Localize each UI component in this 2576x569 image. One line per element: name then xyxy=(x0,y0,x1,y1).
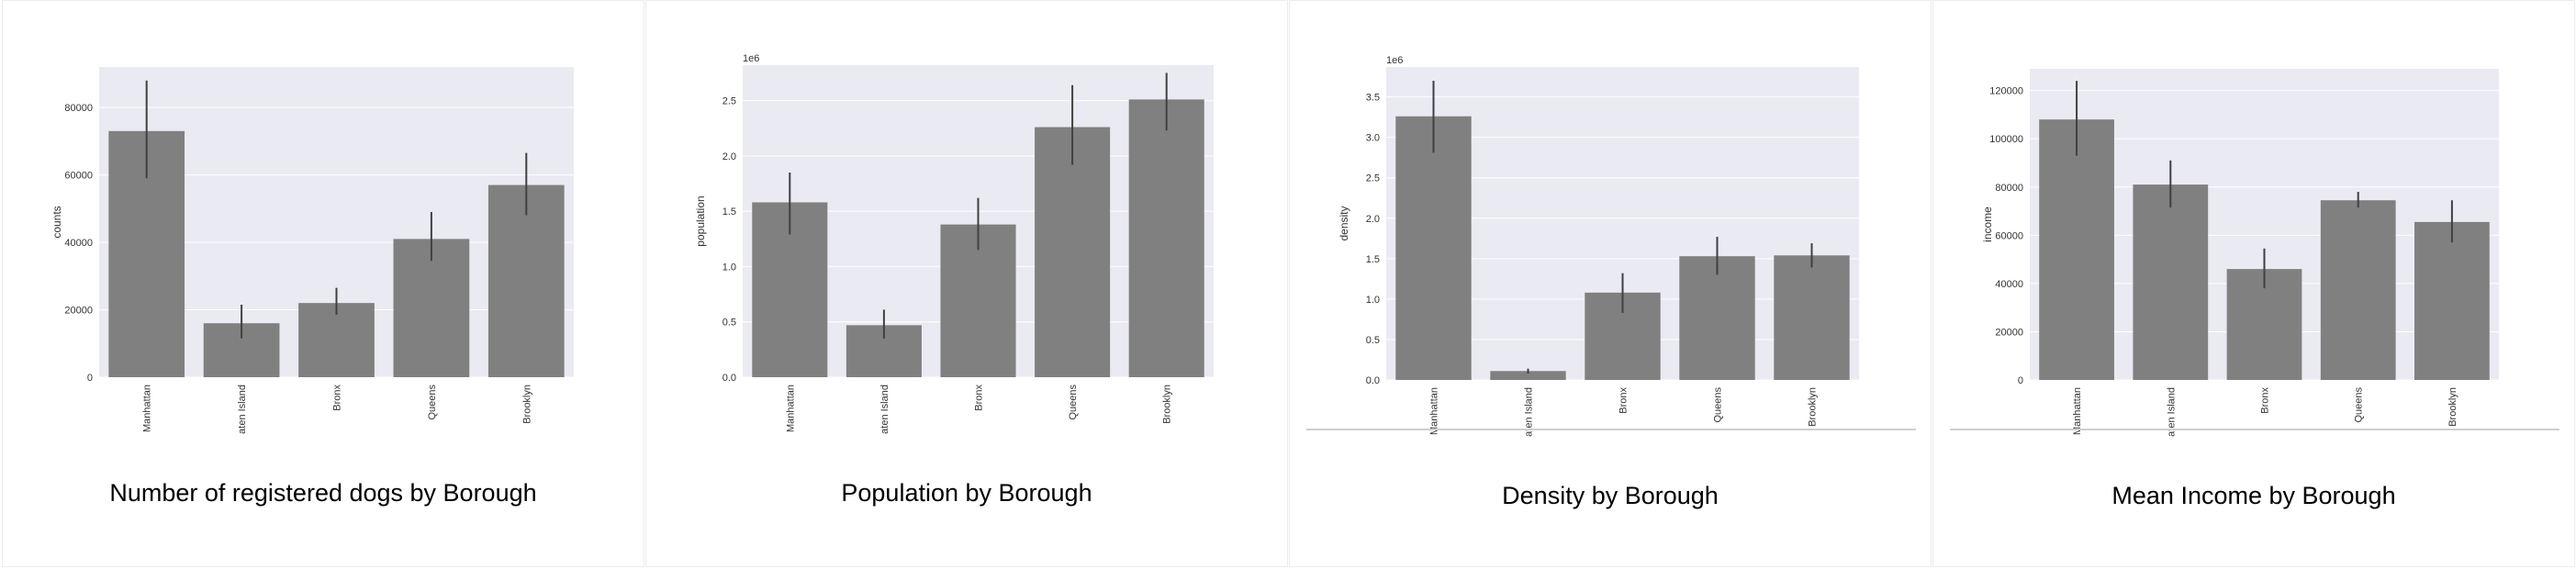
x-tick-label: Manhattan xyxy=(142,385,153,432)
x-tick-label: aten Island xyxy=(1524,387,1535,437)
y-tick-label: 0 xyxy=(2018,375,2023,386)
x-tick-label: Brooklyn xyxy=(1808,387,1819,427)
x-tick-label: Brooklyn xyxy=(521,385,532,424)
dogs-chart-panel: 0 20000 40000 60000 80000 Manhattan aten Islan… xyxy=(2,0,644,567)
y-tick-label: 0.0 xyxy=(722,373,736,384)
chart-title: Density by Borough xyxy=(1502,482,1719,509)
y-tick-label: 80000 xyxy=(1995,183,2023,194)
y-tick-label: 80000 xyxy=(64,103,93,114)
y-tick-label: 2.5 xyxy=(722,96,736,107)
y-scale-exponent: 1e6 xyxy=(1386,55,1403,66)
y-tick-label: 0.5 xyxy=(1366,335,1380,346)
bar-queens xyxy=(393,239,470,377)
y-tick-label: 100000 xyxy=(1989,134,2023,145)
bar-queens xyxy=(1035,127,1111,377)
x-tick-label: Brooklyn xyxy=(1162,385,1173,424)
bar-manhattan xyxy=(1395,116,1472,380)
bar-queens xyxy=(2320,200,2396,380)
y-tick-label: 20000 xyxy=(1995,327,2023,338)
chart-title: Population by Borough xyxy=(841,479,1092,507)
x-tick-label: Brooklyn xyxy=(2447,387,2458,427)
density-bar-chart: 0.0 0.5 1.0 1.5 2.0 2.5 3.0 3.5 Manhattan aten Is… xyxy=(1306,55,1916,437)
dogs-bar-chart: 0 20000 40000 60000 80000 Manhattan aten Islan… xyxy=(50,67,574,434)
y-tick-label: 3.0 xyxy=(1366,133,1380,144)
x-tick-label: Queens xyxy=(1068,385,1079,420)
bar-brooklyn xyxy=(1128,99,1204,377)
bar-manhattan xyxy=(2039,119,2114,381)
bar-brooklyn xyxy=(1774,255,1850,380)
y-tick-label: 40000 xyxy=(64,238,93,249)
y-tick-label: 60000 xyxy=(1995,230,2023,241)
y-tick-label: 60000 xyxy=(64,171,93,182)
y-tick-label: 2.0 xyxy=(1366,214,1380,225)
x-tick-label: aten Island xyxy=(237,385,248,434)
y-axis-label: population xyxy=(694,195,707,246)
x-tick-label: Bronx xyxy=(974,385,985,411)
x-tick-label: Manhattan xyxy=(2072,387,2083,435)
income-bar-chart: 0 20000 40000 60000 80000 100000 120000 Manhatt… xyxy=(1950,69,2559,437)
y-tick-label: 1.0 xyxy=(722,262,736,273)
x-tick-label: aten Island xyxy=(2166,387,2177,437)
y-axis-label: counts xyxy=(50,206,63,238)
y-tick-label: 0.5 xyxy=(722,318,736,329)
population-bar-chart: 0.0 0.5 1.0 1.5 2.0 2.5 Manhattan aten Island Br… xyxy=(694,53,1214,434)
population-chart-panel: 0.0 0.5 1.0 1.5 2.0 2.5 Manhattan aten Island Br… xyxy=(645,0,1288,567)
y-tick-label: 120000 xyxy=(1989,86,2023,97)
y-tick-label: 3.5 xyxy=(1366,93,1380,104)
y-tick-label: 1.5 xyxy=(1366,254,1380,265)
bar-aten-island xyxy=(1490,371,1566,380)
chart-title: Mean Income by Borough xyxy=(2111,482,2396,509)
y-tick-label: 0.0 xyxy=(1366,375,1380,386)
y-tick-label: 20000 xyxy=(64,306,93,317)
y-tick-label: 2.5 xyxy=(1366,173,1380,184)
bar-queens xyxy=(1679,256,1755,380)
income-chart-panel: 0 20000 40000 60000 80000 100000 120000 Manhatt… xyxy=(1932,0,2575,567)
y-axis-label: density xyxy=(1338,206,1350,240)
y-scale-exponent: 1e6 xyxy=(743,53,759,64)
x-tick-label: Queens xyxy=(2354,387,2365,423)
x-tick-label: Bronx xyxy=(1618,387,1630,414)
x-tick-label: Queens xyxy=(1713,387,1724,423)
y-tick-label: 1.0 xyxy=(1366,295,1380,306)
y-tick-label: 1.5 xyxy=(722,206,736,218)
chart-title: Number of registered dogs by Borough xyxy=(109,479,537,507)
x-tick-label: Manhattan xyxy=(785,385,796,432)
bar-aten-island xyxy=(2133,184,2209,380)
y-tick-label: 40000 xyxy=(1995,279,2023,290)
y-tick-label: 0 xyxy=(87,373,93,384)
y-axis-label: income xyxy=(1981,206,1994,242)
y-tick-label: 2.0 xyxy=(722,151,736,162)
bar-brooklyn xyxy=(487,184,565,377)
bar-bronx xyxy=(298,303,375,377)
x-tick-label: Bronx xyxy=(332,385,343,411)
x-tick-label: aten Island xyxy=(879,385,890,434)
density-chart-panel: 0.0 0.5 1.0 1.5 2.0 2.5 3.0 3.5 Manhattan aten Is… xyxy=(1289,0,1932,567)
bar-brooklyn xyxy=(2414,221,2490,380)
x-tick-label: Queens xyxy=(427,385,438,420)
x-tick-label: Bronx xyxy=(2260,387,2271,414)
x-tick-label: Manhattan xyxy=(1429,387,1440,435)
